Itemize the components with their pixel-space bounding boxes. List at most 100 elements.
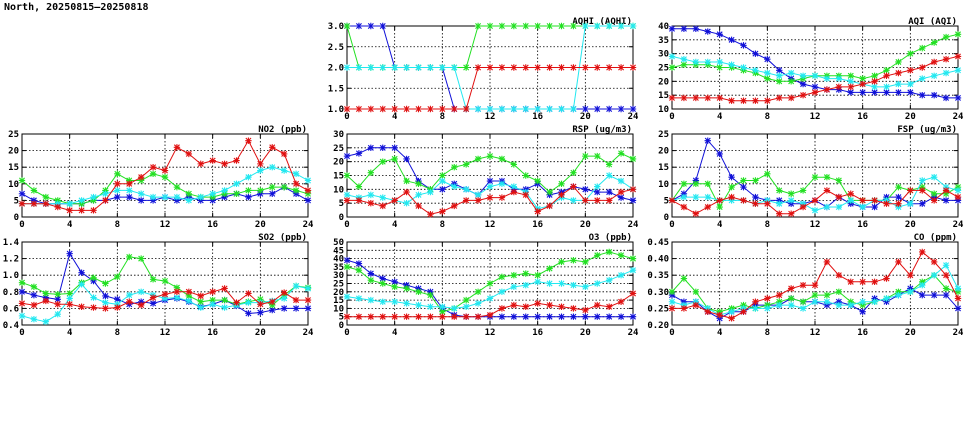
data-point bbox=[427, 188, 434, 196]
data-point bbox=[257, 160, 264, 168]
y-tick-label: 1.5 bbox=[328, 84, 344, 94]
data-point bbox=[582, 258, 589, 266]
y-tick-label: 20 bbox=[333, 158, 344, 168]
data-point bbox=[522, 22, 529, 30]
y-tick-label: 10 bbox=[658, 180, 669, 190]
data-point bbox=[799, 91, 807, 99]
data-point bbox=[415, 285, 422, 292]
data-point bbox=[415, 105, 422, 113]
data-point bbox=[149, 193, 157, 201]
data-point bbox=[90, 304, 97, 311]
data-point bbox=[510, 64, 518, 71]
x-tick-label: 4 bbox=[392, 220, 398, 230]
data-point bbox=[558, 258, 565, 266]
data-point bbox=[78, 269, 85, 276]
data-point bbox=[161, 193, 169, 201]
y-tick-label: 5 bbox=[339, 313, 344, 323]
data-point bbox=[895, 200, 902, 207]
y-tick-label: 0.4 bbox=[3, 321, 20, 331]
data-point bbox=[847, 72, 854, 79]
data-point bbox=[269, 306, 276, 314]
data-point bbox=[629, 186, 637, 193]
data-point bbox=[764, 69, 771, 77]
data-point bbox=[692, 301, 700, 309]
data-point bbox=[895, 291, 902, 299]
data-point bbox=[427, 105, 434, 113]
data-point bbox=[280, 305, 288, 312]
data-point bbox=[161, 295, 169, 302]
data-point bbox=[379, 105, 386, 113]
data-point bbox=[173, 288, 181, 295]
data-point bbox=[30, 283, 38, 291]
data-point bbox=[764, 301, 771, 309]
data-point bbox=[439, 172, 446, 179]
data-point bbox=[776, 197, 783, 204]
data-point bbox=[605, 197, 613, 204]
data-point bbox=[280, 150, 288, 158]
data-point bbox=[740, 308, 747, 315]
y-tick-label: 40 bbox=[658, 22, 669, 32]
data-point bbox=[42, 318, 50, 325]
x-tick-label: 12 bbox=[485, 220, 496, 230]
data-point bbox=[510, 183, 518, 190]
data-point bbox=[66, 207, 73, 214]
data-point bbox=[355, 64, 363, 71]
data-point bbox=[462, 303, 470, 310]
data-point bbox=[823, 301, 831, 309]
data-point bbox=[233, 180, 240, 187]
y-tick-label: 0.45 bbox=[647, 238, 669, 248]
data-point bbox=[403, 177, 410, 185]
data-point bbox=[716, 197, 723, 204]
data-point bbox=[486, 194, 494, 201]
data-point bbox=[835, 272, 843, 279]
data-point bbox=[764, 75, 771, 82]
series-cyan bbox=[18, 281, 312, 325]
data-point bbox=[799, 72, 807, 79]
data-point bbox=[594, 313, 601, 320]
data-point bbox=[486, 177, 494, 185]
data-point bbox=[776, 210, 783, 217]
data-point bbox=[716, 150, 723, 158]
data-point bbox=[257, 296, 264, 303]
data-point bbox=[919, 281, 926, 289]
data-point bbox=[558, 303, 565, 310]
data-point bbox=[486, 311, 494, 319]
data-point bbox=[811, 281, 819, 289]
data-point bbox=[161, 277, 169, 285]
data-point bbox=[716, 203, 723, 211]
data-point bbox=[221, 187, 228, 194]
data-point bbox=[728, 61, 735, 68]
data-point bbox=[90, 207, 97, 214]
data-point bbox=[728, 308, 735, 315]
data-point bbox=[534, 22, 541, 30]
data-point bbox=[245, 310, 252, 317]
data-point bbox=[415, 180, 422, 187]
data-point bbox=[776, 301, 783, 309]
data-point bbox=[403, 285, 410, 292]
data-point bbox=[66, 200, 73, 207]
data-point bbox=[942, 56, 950, 63]
data-point bbox=[522, 281, 529, 289]
data-point bbox=[692, 58, 700, 66]
data-point bbox=[811, 83, 819, 91]
data-point bbox=[728, 197, 735, 204]
data-point bbox=[680, 190, 688, 197]
data-point bbox=[704, 305, 711, 312]
y-tick-label: 2.5 bbox=[328, 43, 344, 53]
data-point bbox=[102, 292, 109, 300]
data-point bbox=[752, 67, 759, 74]
y-tick-label: 2.0 bbox=[328, 64, 344, 74]
data-point bbox=[304, 187, 312, 194]
data-point bbox=[930, 190, 938, 197]
data-point bbox=[954, 193, 962, 201]
data-point bbox=[343, 172, 351, 179]
data-point bbox=[355, 313, 363, 320]
data-point bbox=[895, 193, 902, 201]
data-point bbox=[692, 94, 700, 102]
x-tick-label: 8 bbox=[765, 328, 770, 338]
data-point bbox=[629, 105, 637, 113]
x-tick-label: 12 bbox=[160, 220, 171, 230]
data-point bbox=[617, 150, 625, 157]
data-point bbox=[451, 305, 458, 312]
data-point bbox=[871, 89, 878, 96]
